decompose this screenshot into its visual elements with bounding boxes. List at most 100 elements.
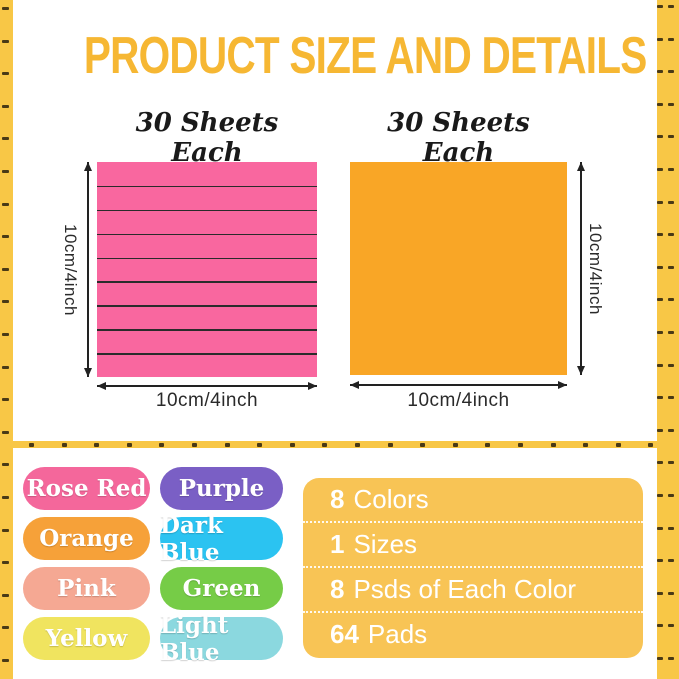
ruler-tick [420, 442, 426, 447]
ruler-tick [668, 298, 674, 302]
ruler-tick [2, 104, 9, 108]
ruler-tick [668, 135, 674, 139]
ruler-tick [657, 559, 663, 563]
ruler-tick [657, 200, 663, 204]
ruler-divider [13, 441, 657, 448]
ruler-tick [257, 442, 263, 447]
detail-label: Sizes [353, 529, 418, 559]
ruler-tick [159, 442, 165, 447]
ruler-tick [668, 37, 674, 41]
ruler-tick [657, 624, 663, 628]
ruler-left-border [0, 0, 13, 679]
detail-number: 8 [330, 484, 345, 514]
ruler-tick [2, 430, 9, 434]
swatch-label: Rose Red [26, 475, 147, 502]
detail-label: Colors [353, 484, 429, 514]
sheets-heading-right: 30 Sheets Each [387, 108, 530, 168]
ruler-tick [657, 168, 663, 171]
height-dimension-arrow-right [577, 162, 584, 375]
ruler-tick [668, 559, 674, 563]
sheets-heading-left: 30 Sheets Each [135, 108, 279, 168]
ruler-tick [615, 442, 621, 447]
ruler-tick [387, 442, 393, 447]
detail-row: 1 Sizes [303, 523, 643, 568]
swatch-label: Purple [178, 475, 265, 502]
ruler-tick [668, 591, 674, 595]
ruler-tick [518, 442, 523, 447]
ruler-tick [668, 657, 674, 660]
detail-label: Pads [367, 619, 428, 649]
ruler-tick [668, 624, 674, 628]
detail-number: 64 [330, 619, 359, 649]
ruler-tick [657, 591, 663, 595]
swatch-label: Dark Blue [160, 511, 223, 566]
color-swatch-pill: Rose Red [23, 467, 150, 510]
ruler-tick [2, 300, 9, 304]
ruler-tick [668, 168, 674, 171]
ruler-tick [657, 233, 663, 237]
ruler-tick [657, 298, 663, 302]
ruler-tick [2, 137, 9, 141]
ruler-tick [322, 442, 328, 447]
ruler-tick [668, 494, 674, 497]
width-dimension-label-right: 10cm/4inch [407, 390, 510, 411]
sheet-line [97, 353, 317, 355]
ruler-tick [2, 463, 9, 467]
sheet-line [97, 329, 317, 331]
ruler-tick [657, 461, 663, 465]
sheet-line [97, 281, 317, 283]
swatch-label: Pink [57, 575, 116, 602]
ruler-tick [657, 363, 663, 367]
ruler-tick [126, 442, 132, 447]
detail-row: 8 Psds of Each Color [303, 568, 643, 613]
orange-sticky-pad [350, 162, 567, 375]
height-dimension-label-right: 10cm/4inch [586, 222, 605, 315]
width-dimension-label-left: 10cm/4inch [155, 390, 259, 411]
ruler-tick [657, 494, 663, 497]
ruler-tick [550, 442, 556, 447]
ruler-tick [657, 526, 663, 530]
ruler-tick [668, 396, 674, 400]
pink-sticky-pad [97, 162, 317, 377]
details-box: 8 Colors 1 Sizes 8 Psds of Each Color 64 Pads [303, 478, 643, 658]
ruler-tick [668, 70, 674, 74]
color-swatch-pill: Light Blue [160, 612, 283, 666]
ruler-tick [668, 363, 674, 367]
ruler-tick [657, 5, 663, 8]
ruler-tick [2, 593, 9, 597]
detail-row: 64 Pads [303, 613, 643, 656]
ruler-tick [2, 398, 9, 402]
ruler-tick [668, 331, 674, 334]
ruler-tick [668, 461, 674, 465]
ruler-tick [2, 528, 9, 532]
sheet-line [97, 257, 317, 260]
ruler-tick [2, 365, 9, 369]
width-dimension-arrow-left [97, 382, 317, 389]
swatch-label: Green [182, 575, 261, 602]
ruler-tick [2, 333, 9, 336]
ruler-tick [657, 265, 663, 269]
ruler-tick [2, 659, 9, 662]
sheet-line [97, 185, 317, 188]
ruler-tick [657, 657, 663, 660]
ruler-tick [29, 442, 34, 447]
ruler-tick [192, 442, 197, 447]
ruler-tick [657, 70, 663, 74]
ruler-tick [2, 626, 9, 630]
ruler-tick [224, 442, 230, 447]
sheet-line [97, 209, 317, 212]
ruler-tick [657, 396, 663, 400]
ruler-tick [657, 37, 663, 41]
height-dimension-arrow-left [84, 162, 91, 377]
ruler-tick [2, 39, 9, 43]
color-swatch-pill: Orange [23, 517, 150, 560]
color-swatch-pill: Yellow [23, 617, 150, 660]
ruler-tick [452, 442, 458, 447]
sheet-line [97, 233, 317, 236]
detail-number: 8 [330, 574, 345, 604]
color-swatch-pill: Dark Blue [160, 512, 283, 566]
ruler-tick [2, 561, 9, 565]
ruler-tick [2, 7, 9, 10]
ruler-tick [485, 442, 491, 447]
ruler-tick [668, 526, 674, 530]
